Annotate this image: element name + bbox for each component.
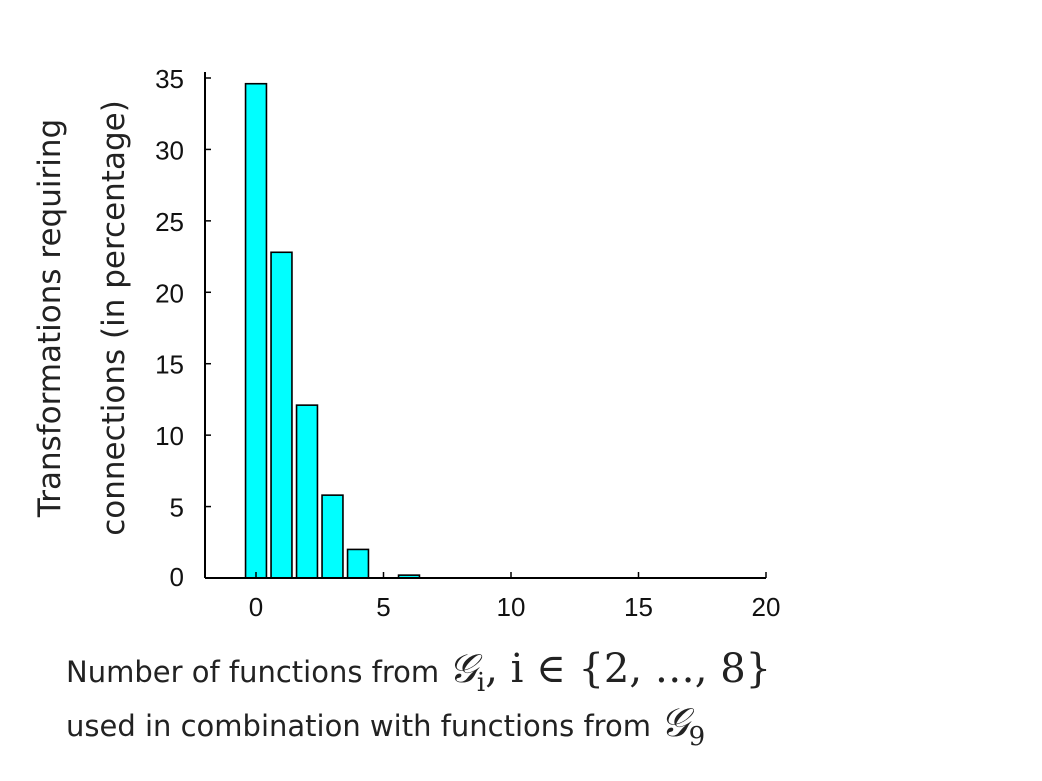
y-axis-title-line-2: connections (in percentage) [96,100,132,536]
axes [204,72,766,579]
y-axis-title-line-1: Transformations requiring [32,119,68,518]
x-tick-label: 5 [376,592,390,622]
x-axis-title-line-2: used in combination with functions from … [66,700,705,752]
bar-4 [346,548,370,579]
y-tick-label: 15 [155,350,184,380]
bars [244,82,421,579]
y-tick-label: 10 [155,421,184,451]
x-axis-title-math-2: 𝒢9 [660,700,706,752]
bar-2 [295,404,319,579]
x-axis-title-line-1: Number of functions from 𝒢i, i ∈ {2, …, … [66,646,771,698]
x-tick-label: 10 [497,592,526,622]
y-tick-label: 0 [170,562,184,592]
x-tick-label: 0 [249,592,263,622]
y-tick-label: 25 [155,207,184,237]
x-axis-title-math-1: 𝒢i, i ∈ {2, …, 8} [448,646,772,698]
y-axis-title: Transformations requiring connections (i… [32,100,132,536]
y-ticks: 0 5 10 15 20 25 30 35 [155,64,211,592]
x-ticks: 0 5 10 15 20 [249,572,781,622]
bar-1 [270,251,293,579]
x-tick-label: 20 [752,592,781,622]
x-axis-title-text-2: used in combination with functions from [66,709,651,743]
y-tick-label: 5 [170,493,184,523]
x-axis-title-text-1: Number of functions from [66,655,440,689]
y-tick-label: 35 [155,64,184,94]
y-tick-label: 20 [155,278,184,308]
bar-3 [321,494,344,579]
x-tick-label: 15 [624,592,653,622]
y-tick-label: 30 [155,135,184,165]
bar-0 [244,82,268,579]
